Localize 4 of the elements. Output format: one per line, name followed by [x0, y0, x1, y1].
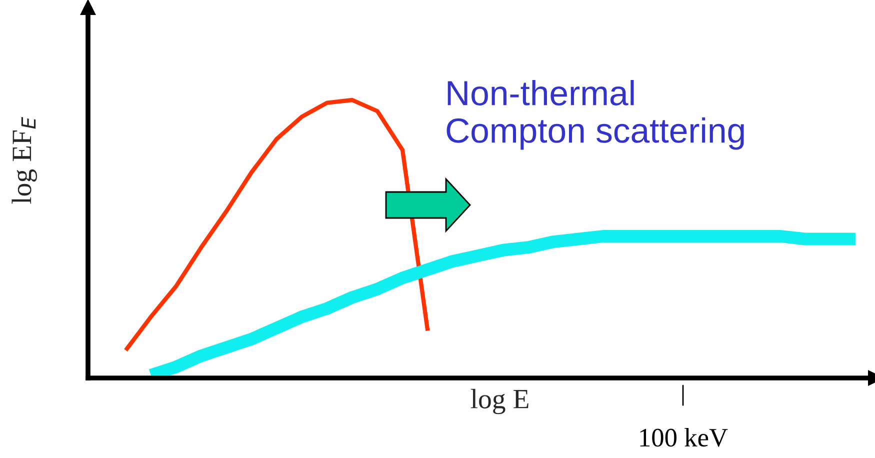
- text: 100 keV: [640, 428, 728, 447]
- x-axis-title: log E: [470, 388, 528, 414]
- annotation: Non-thermal Compton scattering: [446, 80, 744, 150]
- y-axis-title: log EF$_{E}$: [12, 117, 38, 204]
